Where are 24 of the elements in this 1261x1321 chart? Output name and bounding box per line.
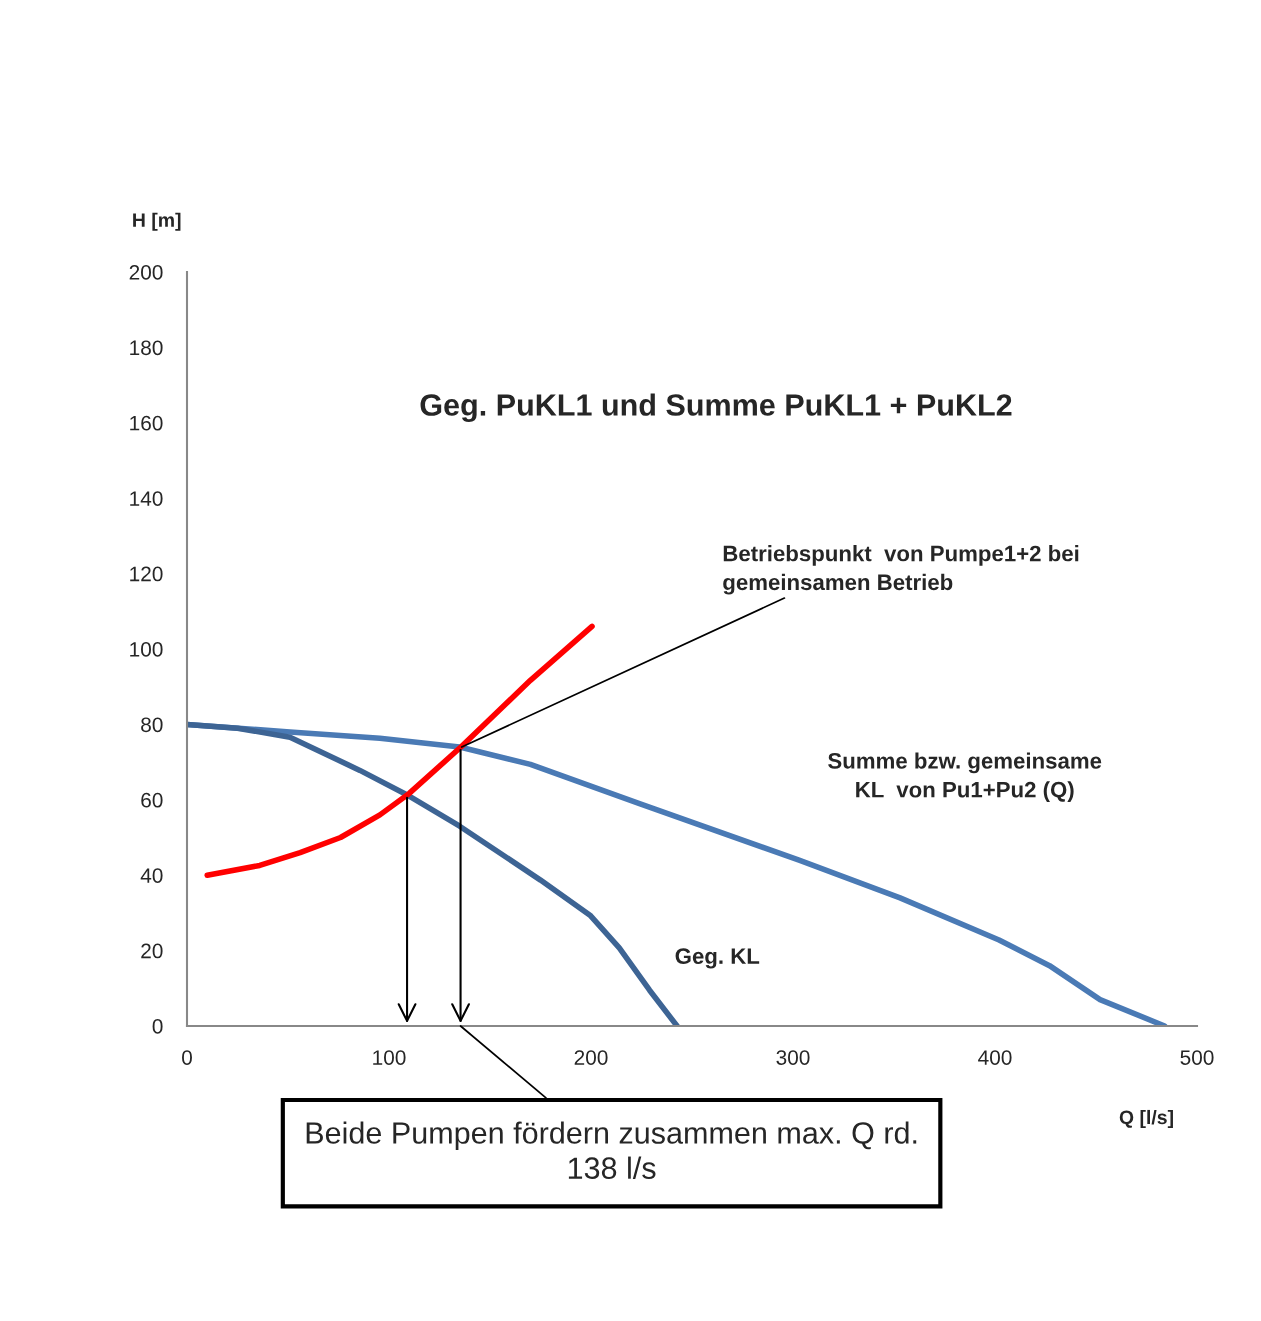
x-tick-label: 400 xyxy=(978,1050,1012,1065)
text: Summe bzw. gemeinsame KL von Pu1+Pu2 (Q) xyxy=(828,752,1102,802)
y-tick-label: 120 xyxy=(130,566,163,582)
y-tick-label: 140 xyxy=(130,491,163,506)
y-tick-label: 40 xyxy=(140,868,163,883)
y-tick-label: 20 xyxy=(141,943,163,959)
y-axis-title: H [m] xyxy=(133,212,181,231)
y-tick-label: 200 xyxy=(129,265,163,280)
y-tick-label: 180 xyxy=(130,340,163,356)
annotation: Betriebspunkt von Pumpe1+2 bei gemeinsamen Betrieb xyxy=(723,545,1079,595)
text: Geg. PuKL1 und Summe PuKL1 + PuKL2 xyxy=(420,393,1012,423)
x-tick-label: 200 xyxy=(574,1050,608,1065)
x-tick-label: 100 xyxy=(373,1050,406,1065)
y-tick-label: 0 xyxy=(152,1019,163,1034)
y-tick-label: 100 xyxy=(130,642,163,657)
x-tick-label: 0 xyxy=(182,1050,192,1065)
series-label: Geg. KL xyxy=(675,948,760,969)
y-tick-label: 80 xyxy=(141,717,163,733)
x-tick-label: 300 xyxy=(776,1050,810,1065)
x-tick-label: 500 xyxy=(1180,1050,1214,1065)
y-tick-label: 160 xyxy=(130,415,163,431)
y-tick-label: 60 xyxy=(141,792,163,808)
x-axis-title: Q [l/s] xyxy=(1119,1109,1173,1129)
text: Beide Pumpen fördern zusammen max. Q rd. 138 l/s xyxy=(306,1121,917,1179)
